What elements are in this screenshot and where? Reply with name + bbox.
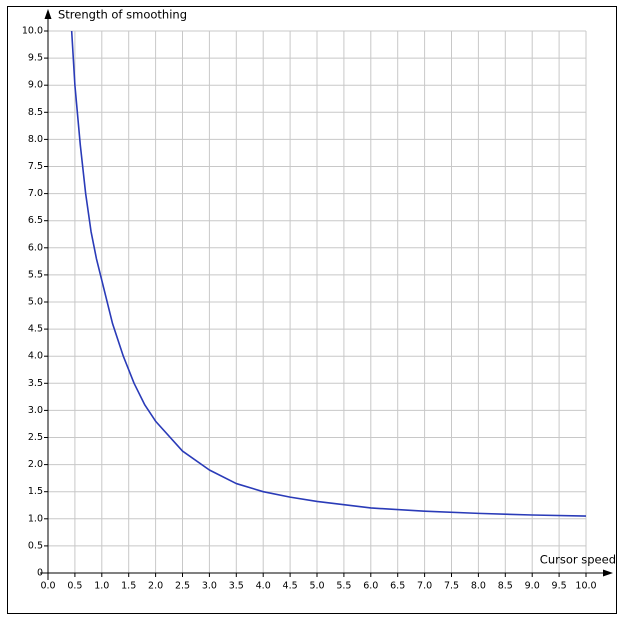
x-tick-label: 5.5	[336, 581, 351, 592]
x-tick-label: 9.0	[525, 581, 540, 592]
y-axis-label: Strength of smoothing	[58, 8, 187, 22]
curve	[70, 30, 587, 517]
y-tick-label: 2.0	[28, 459, 43, 470]
x-arrow	[603, 569, 613, 577]
x-tick-label: 5.0	[309, 581, 324, 592]
y-tick-label: 8.0	[28, 134, 43, 145]
y-tick-label: 4.5	[28, 324, 43, 335]
x-tick-label: 6.0	[363, 581, 378, 592]
x-tick-label: 0.0	[40, 581, 55, 592]
y-tick-label: 6.0	[28, 242, 43, 253]
y-tick-label: 9.0	[28, 80, 43, 91]
y-tick-label: 2.5	[28, 432, 43, 443]
y-tick-label: 5.5	[28, 269, 43, 280]
x-tick-label: 3.0	[202, 581, 217, 592]
x-tick-label: 0.5	[67, 581, 82, 592]
x-tick-label: 7.0	[417, 581, 432, 592]
y-tick-label: 9.5	[28, 53, 43, 64]
x-tick-label: 1.0	[94, 581, 109, 592]
y-tick-label: 7.0	[28, 188, 43, 199]
y-tick-label: 1.0	[28, 513, 43, 524]
x-tick-label: 4.5	[283, 581, 298, 592]
x-tick-label: 4.0	[256, 581, 271, 592]
x-tick-label: 2.0	[148, 581, 163, 592]
y-tick-label: 6.5	[28, 215, 43, 226]
x-tick-label: 3.5	[229, 581, 244, 592]
frame	[7, 6, 617, 614]
y-tick-label: 3.0	[28, 405, 43, 416]
y-tick-label: 7.5	[28, 161, 43, 172]
y-arrow	[44, 9, 52, 19]
y-tick-label: 0	[37, 568, 43, 579]
x-tick-label: 1.5	[121, 581, 136, 592]
grid	[47, 30, 587, 574]
x-tick-label: 7.5	[444, 581, 459, 592]
x-tick-label: 2.5	[175, 581, 190, 592]
y-tick-label: 0.5	[28, 540, 43, 551]
y-tick-label: 4.0	[28, 351, 43, 362]
y-tick-label: 1.5	[28, 486, 43, 497]
y-tick-label: 5.0	[28, 297, 43, 308]
y-tick-label: 8.5	[28, 107, 43, 118]
y-tick-label: 10.0	[22, 26, 43, 37]
y-tick-label: 3.5	[28, 378, 43, 389]
x-tick-label: 9.5	[552, 581, 567, 592]
x-tick-label: 8.0	[471, 581, 486, 592]
x-tick-label: 8.5	[498, 581, 513, 592]
x-axis-label: Cursor speed	[540, 553, 616, 567]
x-tick-label: 10.0	[575, 581, 596, 592]
x-tick-label: 6.5	[390, 581, 405, 592]
